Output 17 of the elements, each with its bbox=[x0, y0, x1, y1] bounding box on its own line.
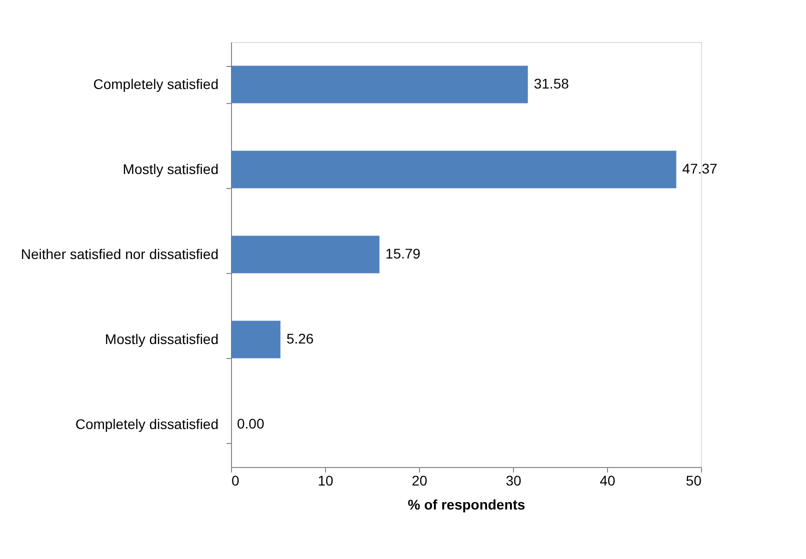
y-tick-label: Neither satisfied nor dissatisfied bbox=[20, 246, 218, 262]
x-tick-label: 40 bbox=[600, 472, 616, 488]
x-tick-label: 30 bbox=[506, 472, 522, 488]
x-tick-label: 0 bbox=[232, 472, 240, 488]
x-axis-title: % of respondents bbox=[408, 496, 526, 512]
y-tick-label: Mostly dissatisfied bbox=[104, 331, 218, 347]
x-tick-label: 20 bbox=[412, 472, 428, 488]
x-tick-label: 10 bbox=[318, 472, 334, 488]
y-tick-label: Completely satisfied bbox=[93, 76, 218, 92]
data-label: 31.58 bbox=[534, 76, 570, 92]
x-tick-label: 50 bbox=[686, 472, 702, 488]
data-label: 47.37 bbox=[682, 160, 718, 176]
y-tick-label: Completely dissatisfied bbox=[75, 416, 218, 432]
data-label: 15.79 bbox=[385, 246, 421, 262]
data-label: 5.26 bbox=[286, 330, 314, 346]
data-label: 0.00 bbox=[237, 416, 264, 432]
y-tick-label: Mostly satisfied bbox=[122, 161, 218, 177]
